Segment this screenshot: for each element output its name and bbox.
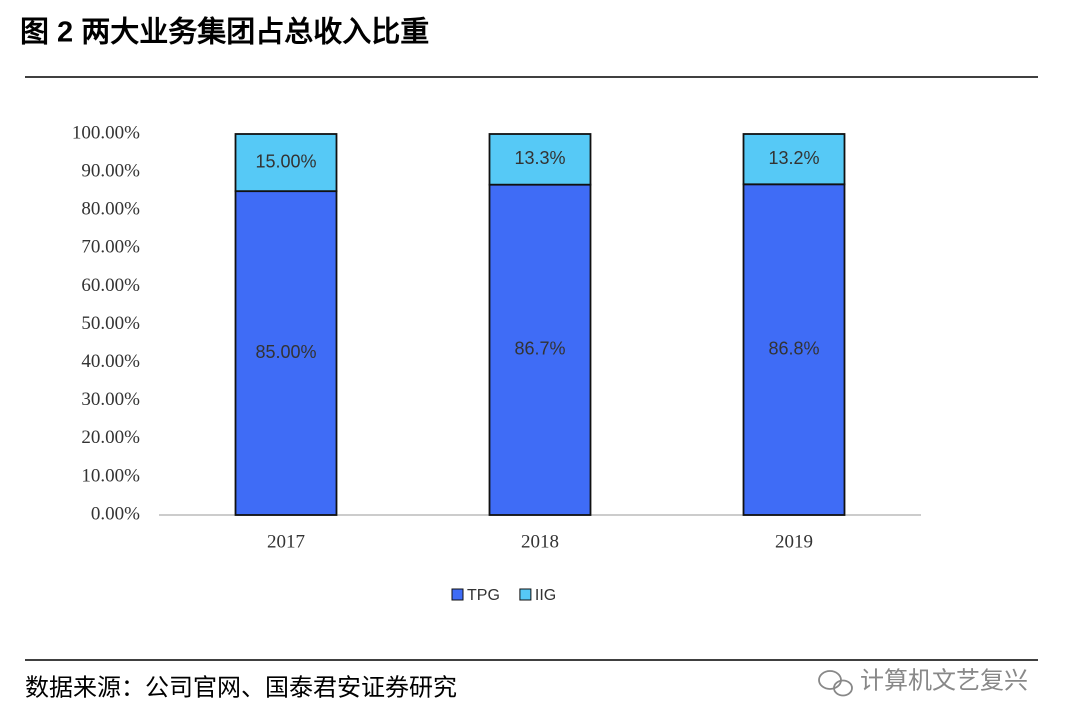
bar-segment <box>488 183 592 516</box>
x-tick-label: 2019 <box>775 531 813 552</box>
y-tick-label: 70.00% <box>81 237 140 258</box>
legend-swatch <box>519 588 532 601</box>
y-tick-label: 0.00% <box>91 503 140 524</box>
y-tick-label: 30.00% <box>81 389 140 410</box>
data-label: 13.2% <box>768 148 819 168</box>
source-note: 数据来源：公司官网、国泰君安证券研究 <box>25 674 457 701</box>
y-tick-label: 90.00% <box>81 160 140 181</box>
y-tick-label: 10.00% <box>81 465 140 486</box>
legend-swatch <box>451 588 464 601</box>
x-tick-label: 2018 <box>521 531 559 552</box>
y-tick-label: 100.00% <box>72 122 140 143</box>
bar-segment <box>488 133 592 186</box>
watermark-icon <box>818 670 853 697</box>
data-label: 86.8% <box>768 338 819 358</box>
bar-segment <box>234 190 338 516</box>
data-label: 13.3% <box>514 148 565 168</box>
legend-label: IIG <box>535 587 556 604</box>
data-label: 86.7% <box>514 339 565 359</box>
data-label: 15.00% <box>255 151 316 171</box>
legend-label: TPG <box>467 587 500 604</box>
y-tick-label: 80.00% <box>81 199 140 220</box>
bar-segment <box>234 133 338 193</box>
x-tick-label: 2017 <box>267 531 305 552</box>
y-tick-label: 40.00% <box>81 351 140 372</box>
bar-segment <box>742 133 846 186</box>
chart-title: 图 2 两大业务集团占总收入比重 <box>20 16 429 49</box>
y-tick-label: 50.00% <box>81 313 140 334</box>
y-tick-label: 60.00% <box>81 275 140 296</box>
watermark: 计算机文艺复兴 <box>860 667 1028 694</box>
y-tick-label: 20.00% <box>81 427 140 448</box>
data-label: 85.00% <box>255 342 316 362</box>
bar-segment <box>742 183 846 516</box>
